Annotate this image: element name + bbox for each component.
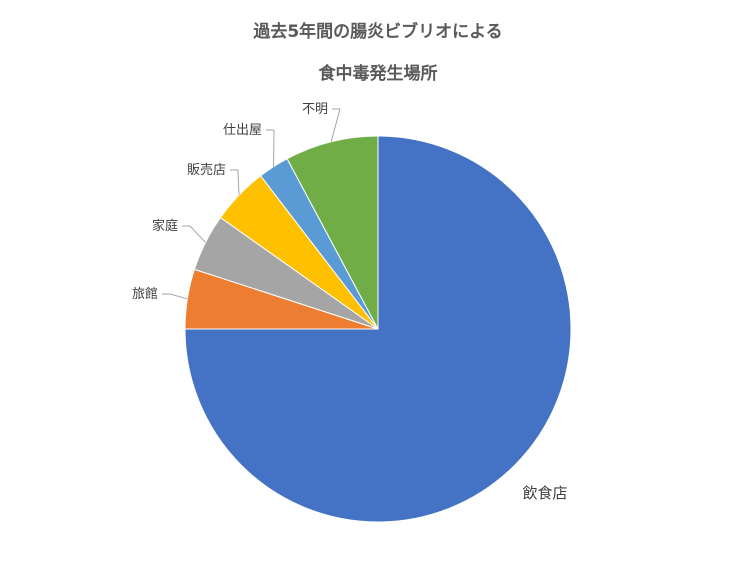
slice-label-1: 旅館 <box>132 287 158 302</box>
slice-label-3: 販売店 <box>187 162 226 178</box>
slice-label-4: 仕出屋 <box>223 123 262 138</box>
leader-line-2 <box>182 225 206 243</box>
pie-slice-0 <box>184 135 572 523</box>
slice-label-2: 家庭 <box>152 218 178 234</box>
leader-line-5 <box>330 108 341 142</box>
leader-line-1 <box>162 293 188 300</box>
chart-title-line-1: 過去5年間の腸炎ビブリオによる <box>253 21 502 42</box>
slice-labels: 飲食店 旅館 家庭 販売店 仕出屋 不明 <box>132 102 568 502</box>
pie-slices <box>184 135 572 523</box>
leader-line-3 <box>230 169 240 196</box>
slice-label-5: 不明 <box>302 102 328 117</box>
pie-slice-5 <box>286 135 379 330</box>
leader-lines <box>162 108 341 300</box>
leader-line-4 <box>266 129 275 167</box>
slice-label-0: 飲食店 <box>522 484 567 502</box>
chart-title-line-2: 食中毒発生場所 <box>319 63 438 84</box>
